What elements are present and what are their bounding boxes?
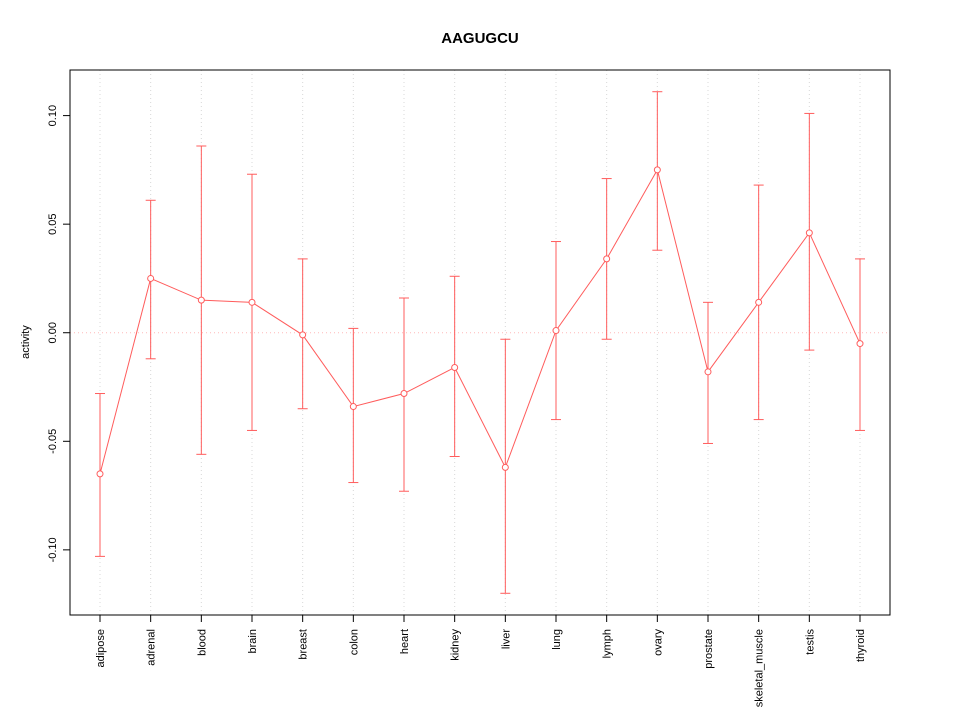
plot-border [69,69,891,616]
data-point [653,166,661,174]
data-point [755,298,763,306]
data-point [805,229,813,237]
data-point [501,463,509,471]
data-point [400,390,408,398]
x-tick-label: colon [348,629,360,655]
data-point [197,296,205,304]
chart-title: AAGUGCU [441,30,519,47]
x-tick-label: testis [804,629,816,655]
x-tick-label: lung [551,629,563,650]
series-line [99,168,861,474]
data-point [451,363,459,371]
data-point [147,274,155,282]
x-tick-label: lymph [602,629,614,658]
x-tick-label: breast [298,629,310,660]
data-point [299,331,307,339]
data-point [349,403,357,411]
x-tick-label: skeletal_muscle [754,629,766,707]
x-tick-label: blood [196,629,208,656]
data-point [704,368,712,376]
x-tick-label: adipose [95,629,107,668]
y-tick-label: 0.00 [47,322,59,343]
y-tick-label: 0.10 [47,105,59,126]
x-tick-label: adrenal [146,629,158,666]
data-point [552,327,560,335]
x-tick-label: kidney [450,629,462,661]
x-tick-label: thyroid [855,629,867,662]
data-point [248,298,256,306]
x-tick-label: brain [247,629,259,653]
y-tick-label: 0.05 [47,213,59,234]
data-point [856,340,864,348]
data-point [96,470,104,478]
x-tick-label: prostate [703,629,715,669]
x-tick-label: heart [399,629,411,654]
x-tick-label: liver [500,629,512,650]
x-tick-label: ovary [652,629,664,656]
y-tick-label: -0.05 [47,429,59,454]
y-tick-label: -0.10 [47,537,59,562]
data-point [603,255,611,263]
